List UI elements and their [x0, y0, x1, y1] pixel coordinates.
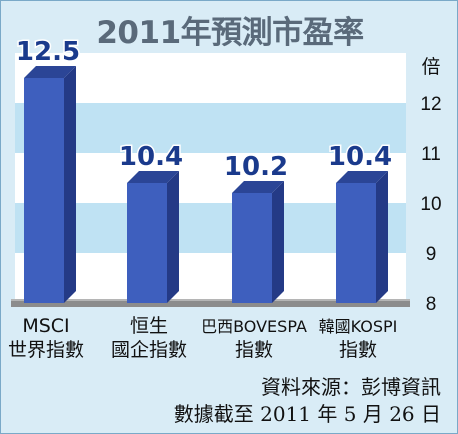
category-label: 指數 — [339, 339, 377, 361]
bar — [232, 193, 272, 303]
y-tick-label: 11 — [421, 144, 441, 165]
grid-band — [15, 103, 406, 153]
category-label: 世界指數 — [8, 339, 84, 361]
category-label: 巴西BOVESPA — [201, 317, 307, 336]
category-label: 國企指數 — [111, 339, 187, 361]
bar — [24, 78, 64, 303]
bar-value-label: 10.2 — [224, 152, 288, 182]
bar-top — [232, 181, 284, 193]
bar-value-label: 12.5 — [16, 37, 80, 67]
chart-title: 2011年預測市盈率 — [96, 15, 364, 51]
source-note: 資料來源：彭博資訊 數據截至 2011 年 5 月 26 日 — [174, 374, 441, 428]
category-label: 韓國KOSPI — [319, 317, 398, 336]
bar-side — [376, 171, 388, 303]
bar-side — [167, 171, 179, 303]
y-tick-label: 12 — [420, 94, 441, 115]
bar-top — [24, 66, 76, 78]
bar-value-label: 10.4 — [328, 142, 392, 172]
bar — [336, 183, 376, 303]
y-tick-label: 10 — [420, 194, 441, 215]
bar — [127, 183, 167, 303]
y-tick-label: 9 — [426, 244, 437, 265]
bar-top — [336, 171, 388, 183]
category-label: MSCI — [22, 315, 69, 337]
date-line: 數據截至 2011 年 5 月 26 日 — [173, 402, 441, 426]
bar-value-label: 10.4 — [119, 142, 183, 172]
axis-floor — [11, 299, 410, 307]
bar-side — [272, 181, 284, 303]
axis-floor-highlight — [11, 299, 410, 301]
y-tick-label: 8 — [426, 294, 437, 315]
category-label: 指數 — [235, 339, 273, 361]
bar-side — [64, 66, 76, 303]
category-label: 恒生 — [130, 315, 168, 337]
y-unit-label: 倍 — [421, 56, 440, 78]
bar-top — [127, 171, 179, 183]
source-line: 資料來源：彭博資訊 — [261, 375, 441, 399]
